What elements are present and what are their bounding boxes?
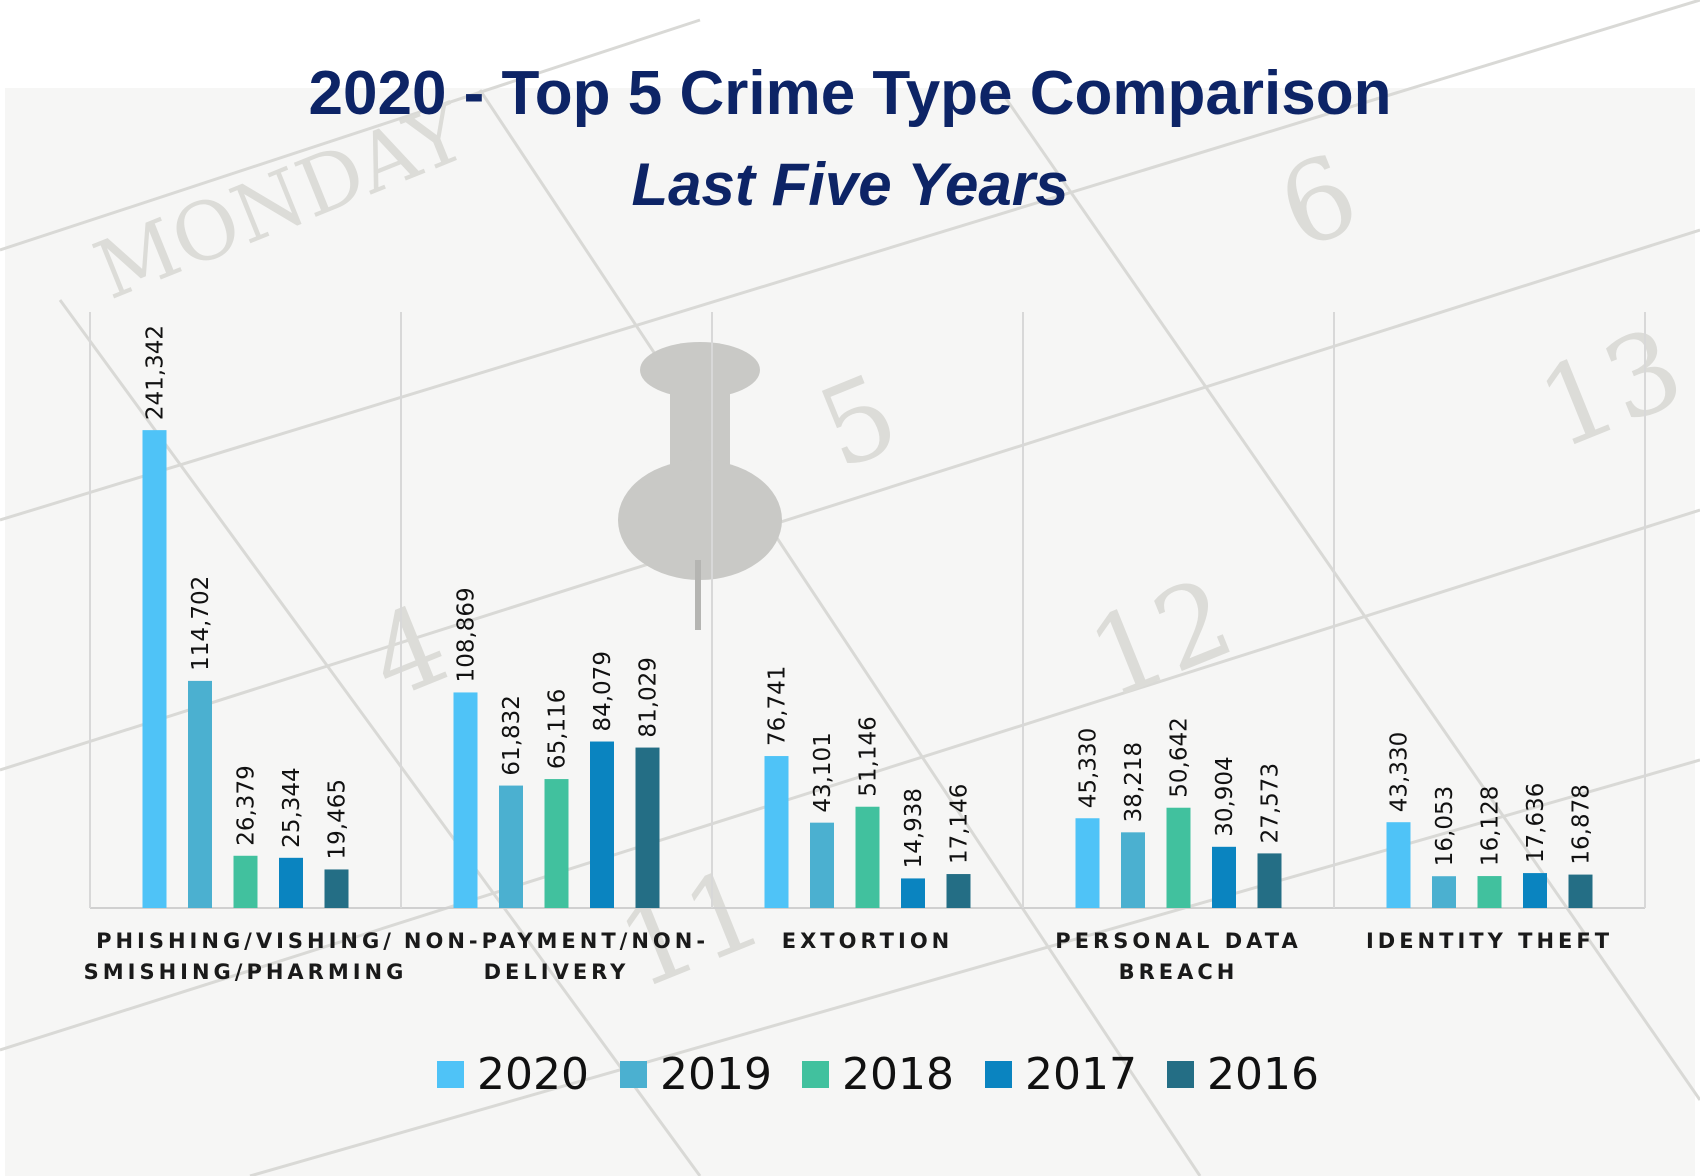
legend-swatch-2020 [437, 1061, 464, 1088]
category-label: SMISHING/PHARMING [84, 960, 408, 984]
category-label: BREACH [1119, 960, 1239, 984]
bar-2016-cat-2 [635, 747, 660, 908]
category-label: DELIVERY [484, 960, 630, 984]
data-label: 61,832 [499, 695, 525, 775]
category-label: PHISHING/VISHING/ [96, 929, 395, 953]
bar-2016-cat-4 [1257, 853, 1282, 908]
category-label: EXTORTION [782, 929, 954, 953]
legend-label: 2020 [477, 1049, 589, 1100]
data-label: 26,379 [234, 765, 260, 845]
data-label: 17,636 [1523, 783, 1549, 863]
legend-swatch-2017 [985, 1061, 1012, 1088]
bar-2019-cat-5 [1432, 876, 1456, 908]
data-label: 16,878 [1569, 784, 1595, 864]
chart-subtitle: Last Five Years [631, 151, 1069, 218]
bar-2017-cat-2 [590, 741, 614, 908]
bar-2016-cat-3 [946, 874, 971, 908]
bar-2020-cat-1 [142, 430, 167, 908]
bar-2017-cat-1 [279, 857, 303, 908]
chart-title: 2020 - Top 5 Crime Type Comparison [308, 59, 1392, 128]
data-label: 19,465 [325, 779, 351, 859]
bar-2018-cat-1 [233, 855, 258, 908]
bar-2017-cat-5 [1523, 873, 1547, 908]
data-label: 43,101 [810, 732, 836, 812]
bar-2018-cat-5 [1477, 876, 1502, 908]
bar-2020-cat-5 [1386, 822, 1411, 908]
bar-2016-cat-1 [324, 869, 349, 908]
category-label: IDENTITY THEFT [1366, 929, 1613, 953]
data-label: 16,128 [1478, 786, 1504, 866]
data-label: 50,642 [1167, 717, 1193, 797]
data-label: 14,938 [901, 788, 927, 868]
data-label: 43,330 [1387, 732, 1413, 812]
bar-2019-cat-1 [188, 680, 212, 908]
bar-2018-cat-2 [544, 779, 569, 908]
data-label: 16,053 [1432, 786, 1458, 866]
legend-label: 2017 [1025, 1049, 1137, 1100]
data-label: 30,904 [1212, 756, 1238, 836]
data-label: 38,218 [1121, 742, 1147, 822]
data-label: 17,146 [947, 784, 973, 864]
bar-2018-cat-3 [855, 806, 880, 908]
data-label: 45,330 [1076, 728, 1102, 808]
category-label: NON-PAYMENT/NON- [404, 929, 709, 953]
bar-2017-cat-3 [901, 878, 925, 908]
bar-2017-cat-4 [1212, 846, 1236, 908]
category-label: PERSONAL DATA [1055, 929, 1301, 953]
data-label: 51,146 [856, 716, 882, 796]
bar-2020-cat-4 [1075, 818, 1100, 908]
data-label: 81,029 [636, 657, 662, 737]
data-label: 114,702 [188, 576, 214, 671]
bar-2019-cat-4 [1121, 832, 1145, 908]
bar-2016-cat-5 [1568, 874, 1593, 908]
legend-swatch-2016 [1167, 1061, 1194, 1088]
bar-2019-cat-2 [499, 785, 523, 908]
legend-swatch-2019 [620, 1061, 647, 1088]
bar-2020-cat-3 [764, 756, 789, 908]
data-label: 25,344 [279, 767, 305, 847]
data-label: 241,342 [143, 325, 169, 420]
legend-label: 2016 [1207, 1049, 1319, 1100]
bar-2020-cat-2 [453, 692, 478, 908]
data-label: 27,573 [1258, 763, 1284, 843]
legend-label: 2018 [842, 1049, 954, 1100]
legend-label: 2019 [660, 1049, 772, 1100]
data-label: 108,869 [454, 587, 480, 682]
bar-2018-cat-4 [1166, 807, 1191, 908]
bar-2019-cat-3 [810, 822, 834, 908]
data-label: 84,079 [590, 651, 616, 731]
data-label: 76,741 [765, 666, 791, 746]
legend-swatch-2018 [802, 1061, 829, 1088]
data-label: 65,116 [545, 689, 571, 769]
